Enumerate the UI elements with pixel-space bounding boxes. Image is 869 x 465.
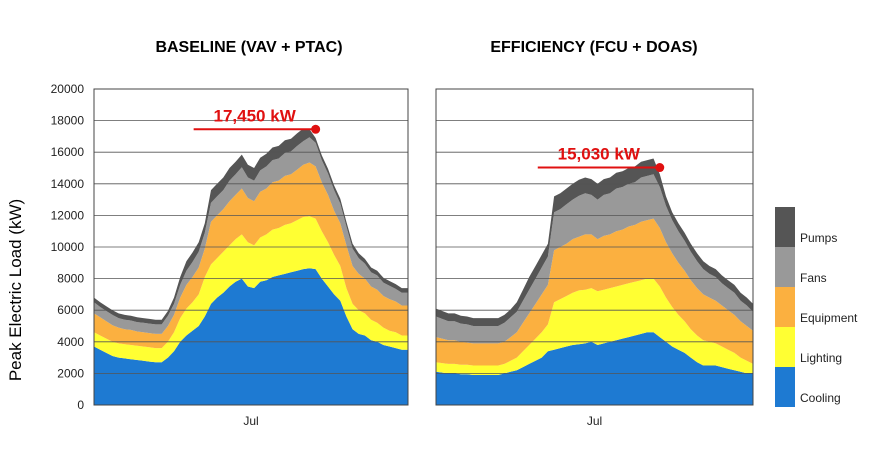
area-lighting <box>94 216 408 363</box>
plot-frame <box>93 88 409 406</box>
y-tick-label: 18000 <box>51 114 85 128</box>
legend-swatch-fans <box>775 247 795 287</box>
area-cooling <box>436 332 753 405</box>
y-tick-label: 12000 <box>51 208 85 222</box>
y-tick-label: 14000 <box>51 177 85 191</box>
area-equipment <box>436 218 753 366</box>
y-tick-label: 2000 <box>57 366 84 380</box>
peak-marker <box>311 124 321 134</box>
baseline-title: BASELINE (VAV + PTAC) <box>155 39 342 56</box>
plot-frame <box>435 88 754 406</box>
y-tick-label: 16000 <box>51 145 85 159</box>
peak-label: 15,030 kW <box>558 145 641 164</box>
efficiency-title: EFFICIENCY (FCU + DOAS) <box>490 39 697 56</box>
area-cooling <box>94 268 408 405</box>
y-axis-ticks: 0 2000 4000 6000 8000 10000 12000 14000 16000 180… <box>51 82 85 412</box>
y-tick-label: 20000 <box>51 82 85 96</box>
legend: Pumps Fans Equipment Lighting Cooling <box>775 207 858 407</box>
x-tick-label: Jul <box>587 414 602 428</box>
area-pumps <box>436 158 753 326</box>
area-pumps <box>94 128 408 325</box>
peak-label: 17,450 kW <box>214 106 297 125</box>
y-tick-label: 10000 <box>51 240 85 254</box>
area-lighting <box>436 278 753 375</box>
legend-swatch-cooling <box>775 367 795 407</box>
efficiency-panel: EFFICIENCY (FCU + DOAS) Jul 15,030 kW <box>435 39 754 428</box>
y-tick-label: 6000 <box>57 303 84 317</box>
y-tick-label: 4000 <box>57 335 84 349</box>
peak-marker <box>655 163 665 173</box>
legend-label-pumps: Pumps <box>800 231 837 245</box>
y-axis-label: Peak Electric Load (kW) <box>6 199 25 381</box>
legend-label-equipment: Equipment <box>800 311 858 325</box>
y-tick-label: 0 <box>77 398 84 412</box>
legend-swatch-lighting <box>775 327 795 367</box>
legend-label-lighting: Lighting <box>800 351 842 365</box>
area-fans <box>94 137 408 334</box>
legend-swatch-pumps <box>775 207 795 247</box>
legend-label-fans: Fans <box>800 271 827 285</box>
x-tick-label: Jul <box>243 414 258 428</box>
area-equipment <box>94 162 408 349</box>
y-tick-label: 8000 <box>57 272 84 286</box>
area-fans <box>436 174 753 344</box>
legend-label-cooling: Cooling <box>800 391 841 405</box>
legend-swatch-equipment <box>775 287 795 327</box>
baseline-panel: BASELINE (VAV + PTAC) Jul 17,450 kW <box>93 39 409 428</box>
